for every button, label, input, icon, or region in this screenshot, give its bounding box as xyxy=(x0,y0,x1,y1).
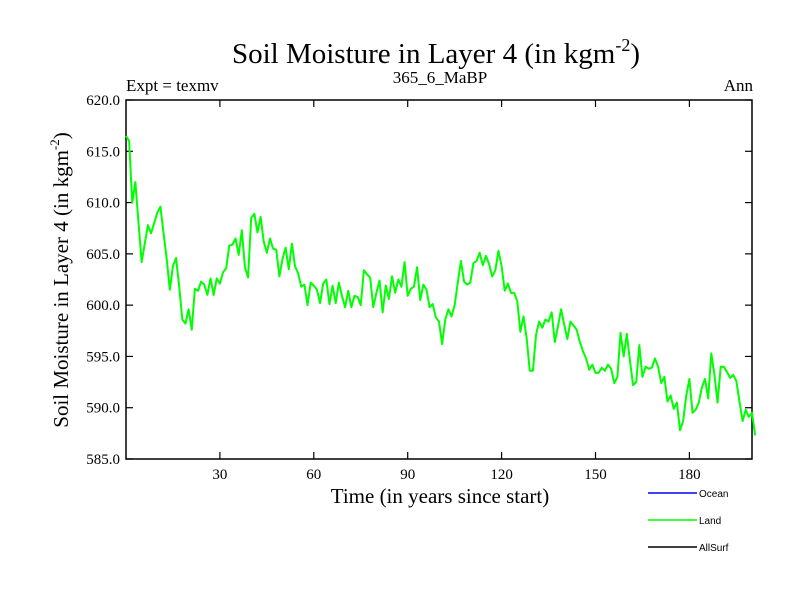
y-tick-label: 620.0 xyxy=(86,93,120,109)
y-tick-label: 605.0 xyxy=(86,247,120,263)
legend: Ocean Land AllSurf xyxy=(648,489,729,554)
x-axis-label: Time (in years since start) xyxy=(331,484,550,508)
y-axis: 585.0 590.0 595.0 600.0 605.0 610.0 615.0 620.0 xyxy=(86,93,752,468)
legend-label-land: Land xyxy=(699,516,721,527)
y-tick-label: 615.0 xyxy=(86,144,120,160)
x-tick-label: 150 xyxy=(584,467,607,483)
x-tick-label: 90 xyxy=(400,467,415,483)
y-tick-label: 585.0 xyxy=(86,452,120,468)
chart-title: Soil Moisture in Layer 4 (in kgm-2) xyxy=(232,35,640,70)
y-tick-label: 590.0 xyxy=(86,401,120,417)
subtitle-run-id: 365_6_MaBP xyxy=(393,68,487,87)
legend-label-allsurf: AllSurf xyxy=(699,543,729,554)
x-tick-label: 180 xyxy=(678,467,701,483)
subtitle-experiment: Expt = texmv xyxy=(126,76,219,95)
subtitle-season: Ann xyxy=(724,76,754,95)
y-tick-label: 600.0 xyxy=(86,298,120,314)
y-tick-label: 595.0 xyxy=(86,349,120,365)
y-axis-label: Soil Moisture in Layer 4 (in kgm-2) xyxy=(47,132,73,427)
y-tick-label: 610.0 xyxy=(86,196,120,212)
legend-label-ocean: Ocean xyxy=(699,489,728,500)
plot-frame xyxy=(125,99,753,460)
x-axis: 30 60 90 120 150 180 xyxy=(212,100,701,483)
x-tick-label: 120 xyxy=(490,467,513,483)
x-tick-label: 60 xyxy=(306,467,321,483)
x-tick-label: 30 xyxy=(212,467,227,483)
series-land-line xyxy=(125,135,757,436)
